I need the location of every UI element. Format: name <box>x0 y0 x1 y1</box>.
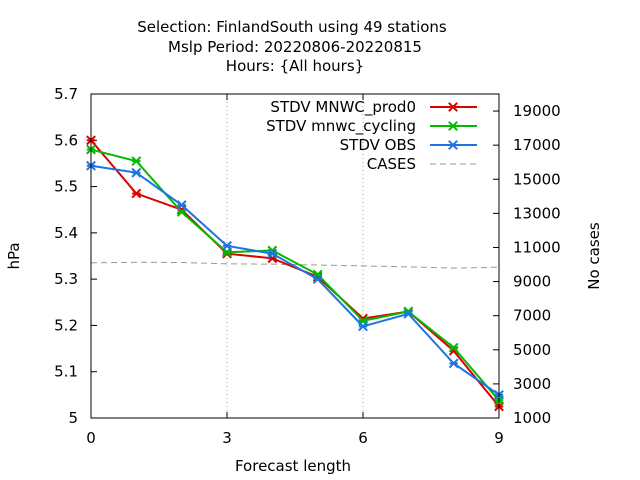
y-tick-label: 5.7 <box>54 85 78 103</box>
x-axis-label: Forecast length <box>235 457 351 475</box>
series-line-stdv-obs <box>90 164 500 396</box>
y2-tick-label: 19000 <box>513 102 561 120</box>
legend-marker <box>448 140 458 150</box>
y2-tick-label: 9000 <box>513 273 551 291</box>
y2-axis-label: No cases <box>585 222 603 290</box>
chart-title: Selection: FinlandSouth using 49 station… <box>137 18 447 75</box>
x-tick-label: 6 <box>358 429 368 447</box>
series-line-cases <box>90 261 500 269</box>
title-line-1: Selection: FinlandSouth using 49 station… <box>137 18 447 36</box>
data-point-stdv-obs <box>403 308 414 319</box>
y-tick-label: 5.2 <box>54 316 78 334</box>
x-tick-label: 9 <box>494 429 504 447</box>
y2-tick-label: 15000 <box>513 170 561 188</box>
title-line-2: Mslp Period: 20220806-20220815 <box>168 38 422 56</box>
y-tick-label: 5.6 <box>54 131 78 149</box>
y2-tick-label: 7000 <box>513 307 551 325</box>
legend-item-cases: CASES <box>367 155 477 173</box>
legend-item-stdv-mnwc-prod0: STDV MNWC_prod0 <box>270 98 477 117</box>
legend-label: CASES <box>367 155 416 173</box>
y2-tick-label: 3000 <box>513 375 551 393</box>
y-axis-label: hPa <box>5 242 23 269</box>
x-tick-label: 0 <box>86 429 96 447</box>
legend-item-stdv-mnwc-cycling: STDV mnwc_cycling <box>266 117 477 136</box>
data-point-stdv-obs <box>358 321 368 332</box>
y2-tick-label: 17000 <box>513 136 561 154</box>
y-tick-label: 5.3 <box>54 270 78 288</box>
axis-ticks: 0 3 6 9 5 5.1 5.2 5.3 5.4 5.5 5.6 5.7 1000 3000 5000 70… <box>54 85 561 447</box>
y2-tick-label: 5000 <box>513 341 551 359</box>
y2-tick-label: 11000 <box>513 238 561 256</box>
y-tick-label: 5 <box>68 409 78 427</box>
y2-tick-label: 1000 <box>513 409 551 427</box>
legend-label: STDV OBS <box>340 136 416 154</box>
legend-label: STDV mnwc_cycling <box>266 117 416 136</box>
x-tick-label: 3 <box>222 429 232 447</box>
data-point-stdv-obs <box>448 358 459 369</box>
y-tick-label: 5.1 <box>54 363 78 381</box>
data-point-stdv-obs <box>312 274 323 285</box>
data-point-stdv-mnwc-prod0 <box>131 188 142 199</box>
data-point-stdv-obs <box>222 240 232 251</box>
legend-item-stdv-obs: STDV OBS <box>340 136 477 154</box>
y2-tick-label: 13000 <box>513 204 561 222</box>
data-point-stdv-obs <box>176 200 187 210</box>
data-point-stdv-obs <box>267 248 278 259</box>
plot-frame <box>90 93 500 419</box>
data-point-stdv-mnwc-cycling <box>131 156 142 167</box>
data-point-stdv-mnwc-cycling <box>448 342 459 353</box>
y-tick-label: 5.5 <box>54 178 78 196</box>
legend-marker <box>448 102 458 112</box>
series-line-stdv-mnwc-prod0 <box>90 139 500 408</box>
series-line-stdv-mnwc-cycling <box>90 148 500 402</box>
legend-label: STDV MNWC_prod0 <box>270 98 416 117</box>
data-point-stdv-obs <box>131 167 142 178</box>
legend-marker <box>448 121 458 131</box>
title-line-3: Hours: {All hours} <box>226 57 364 75</box>
series-lines <box>86 135 504 412</box>
y-tick-label: 5.4 <box>54 224 78 242</box>
